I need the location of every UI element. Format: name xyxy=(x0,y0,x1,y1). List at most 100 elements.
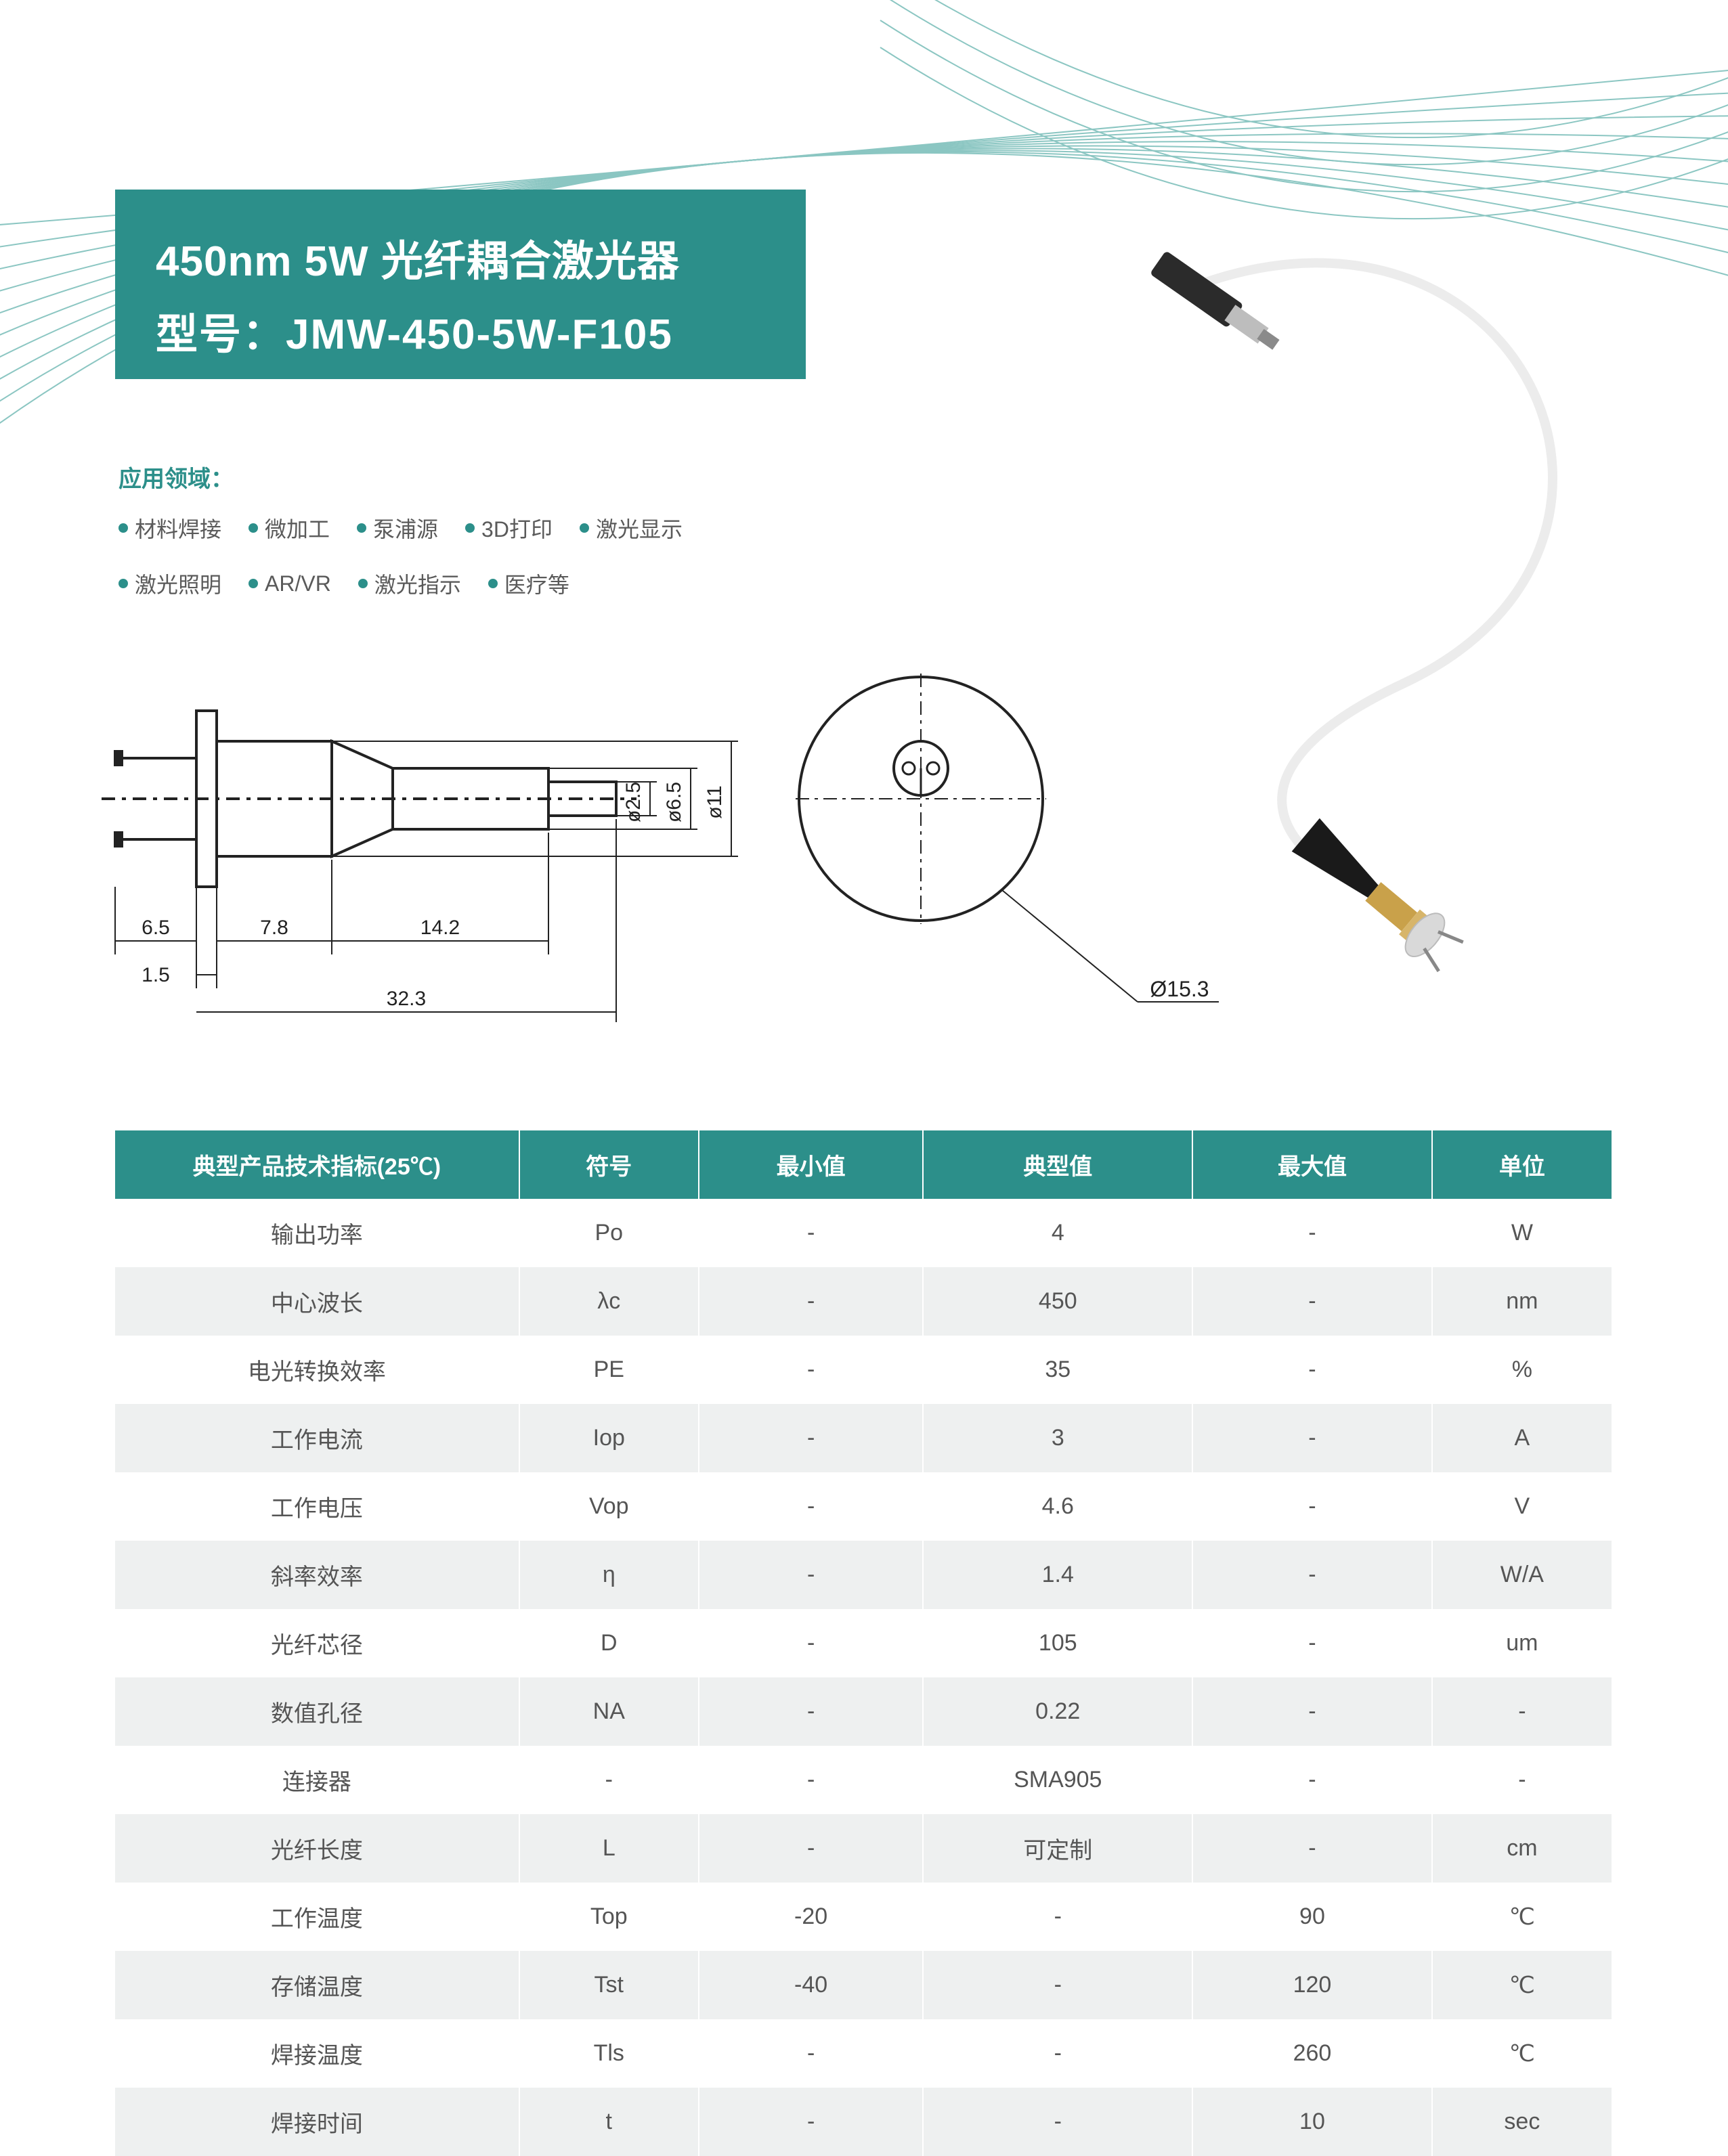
table-row: 工作电压Vop-4.6-V xyxy=(115,1472,1612,1541)
table-cell: Iop xyxy=(519,1404,699,1472)
app-item: 医疗等 xyxy=(488,568,569,599)
table-cell: PE xyxy=(519,1336,699,1404)
app-item: 3D打印 xyxy=(465,512,553,544)
applications-header: 应用领域： xyxy=(118,460,863,493)
table-cell: 260 xyxy=(1192,2019,1432,2088)
table-cell: 35 xyxy=(923,1336,1192,1404)
table-cell: 0.22 xyxy=(923,1677,1192,1746)
table-cell: 光纤长度 xyxy=(115,1814,519,1883)
app-item: 微加工 xyxy=(249,512,330,544)
table-cell: 连接器 xyxy=(115,1746,519,1814)
table-cell: - xyxy=(519,1746,699,1814)
table-cell: - xyxy=(699,1677,924,1746)
table-cell: - xyxy=(1192,1336,1432,1404)
table-cell: 存储温度 xyxy=(115,1951,519,2019)
th-param: 典型产品技术指标(25℃) xyxy=(115,1130,519,1199)
table-cell: 4.6 xyxy=(923,1472,1192,1541)
dim-total: 32.3 xyxy=(387,988,426,1010)
table-cell: - xyxy=(923,1883,1192,1951)
dim-l2: 7.8 xyxy=(260,917,288,939)
table-cell: - xyxy=(699,1541,924,1609)
table-cell: - xyxy=(699,1472,924,1541)
app-item: 材料焊接 xyxy=(118,512,221,544)
table-cell: - xyxy=(923,2019,1192,2088)
table-cell: W/A xyxy=(1432,1541,1612,1609)
table-cell: - xyxy=(699,1814,924,1883)
table-cell: - xyxy=(699,1609,924,1677)
table-cell: D xyxy=(519,1609,699,1677)
table-cell: 中心波长 xyxy=(115,1267,519,1336)
table-cell: -20 xyxy=(699,1883,924,1951)
table-cell: NA xyxy=(519,1677,699,1746)
applications-section: 应用领域： 材料焊接 微加工 泵浦源 3D打印 激光显示 激光照明 AR/VR … xyxy=(118,460,863,599)
table-cell: - xyxy=(699,1404,924,1472)
table-cell: SMA905 xyxy=(923,1746,1192,1814)
product-photo xyxy=(915,196,1660,1022)
app-item: 激光指示 xyxy=(358,568,461,599)
table-cell: 斜率效率 xyxy=(115,1541,519,1609)
table-cell: 输出功率 xyxy=(115,1199,519,1267)
th-unit: 单位 xyxy=(1432,1130,1612,1199)
table-row: 斜率效率η-1.4-W/A xyxy=(115,1541,1612,1609)
table-cell: 数值孔径 xyxy=(115,1677,519,1746)
table-cell: 工作电流 xyxy=(115,1404,519,1472)
table-row: 工作电流Iop-3-A xyxy=(115,1404,1612,1472)
table-row: 焊接温度Tls--260℃ xyxy=(115,2019,1612,2088)
dim-d2: ø6.5 xyxy=(663,782,685,822)
title-line1: 450nm 5W 光纤耦合激光器 xyxy=(156,227,765,288)
table-cell: - xyxy=(1192,1677,1432,1746)
table-cell: L xyxy=(519,1814,699,1883)
dim-d3: ø11 xyxy=(704,785,726,818)
dim-l1: 6.5 xyxy=(142,917,170,939)
app-item: 泵浦源 xyxy=(357,512,438,544)
table-cell: - xyxy=(699,2019,924,2088)
app-item: 激光显示 xyxy=(580,512,683,544)
dim-l3: 14.2 xyxy=(420,917,460,939)
table-cell: - xyxy=(1192,1609,1432,1677)
table-cell: Vop xyxy=(519,1472,699,1541)
table-cell: 工作电压 xyxy=(115,1472,519,1541)
table-cell: - xyxy=(699,1746,924,1814)
table-cell: % xyxy=(1432,1336,1612,1404)
table-cell: - xyxy=(1192,1199,1432,1267)
table-cell: - xyxy=(1192,1541,1432,1609)
table-cell: -40 xyxy=(699,1951,924,2019)
table-cell: ℃ xyxy=(1432,1951,1612,2019)
table-cell: 4 xyxy=(923,1199,1192,1267)
table-cell: 105 xyxy=(923,1609,1192,1677)
table-row: 电光转换效率PE-35-% xyxy=(115,1336,1612,1404)
table-cell: - xyxy=(699,1267,924,1336)
table-cell: 焊接时间 xyxy=(115,2088,519,2156)
th-min: 最小值 xyxy=(699,1130,924,1199)
table-cell: - xyxy=(923,1951,1192,2019)
table-row: 数值孔径NA-0.22-- xyxy=(115,1677,1612,1746)
table-cell: - xyxy=(1432,1746,1612,1814)
table-row: 输出功率Po-4-W xyxy=(115,1199,1612,1267)
table-cell: 90 xyxy=(1192,1883,1432,1951)
table-cell: λc xyxy=(519,1267,699,1336)
table-cell: - xyxy=(1432,1677,1612,1746)
th-max: 最大值 xyxy=(1192,1130,1432,1199)
table-cell: 120 xyxy=(1192,1951,1432,2019)
table-cell: Tst xyxy=(519,1951,699,2019)
table-header-row: 典型产品技术指标(25℃) 符号 最小值 典型值 最大值 单位 xyxy=(115,1130,1612,1199)
table-cell: t xyxy=(519,2088,699,2156)
table-cell: 可定制 xyxy=(923,1814,1192,1883)
table-row: 存储温度Tst-40-120℃ xyxy=(115,1951,1612,2019)
table-cell: 电光转换效率 xyxy=(115,1336,519,1404)
table-body: 输出功率Po-4-W中心波长λc-450-nm电光转换效率PE-35-%工作电流… xyxy=(115,1199,1612,2156)
table-cell: - xyxy=(1192,1472,1432,1541)
table-cell: Po xyxy=(519,1199,699,1267)
table-row: 连接器--SMA905-- xyxy=(115,1746,1612,1814)
table-cell: - xyxy=(699,1336,924,1404)
table-cell: 450 xyxy=(923,1267,1192,1336)
spec-table: 典型产品技术指标(25℃) 符号 最小值 典型值 最大值 单位 输出功率Po-4… xyxy=(115,1130,1612,2156)
table-cell: ℃ xyxy=(1432,1883,1612,1951)
table-cell: 工作温度 xyxy=(115,1883,519,1951)
table-row: 焊接时间t--10sec xyxy=(115,2088,1612,2156)
dim-l4: 1.5 xyxy=(142,964,170,986)
table-cell: ℃ xyxy=(1432,2019,1612,2088)
app-item: AR/VR xyxy=(249,568,331,599)
table-row: 光纤长度L-可定制-cm xyxy=(115,1814,1612,1883)
table-cell: 光纤芯径 xyxy=(115,1609,519,1677)
